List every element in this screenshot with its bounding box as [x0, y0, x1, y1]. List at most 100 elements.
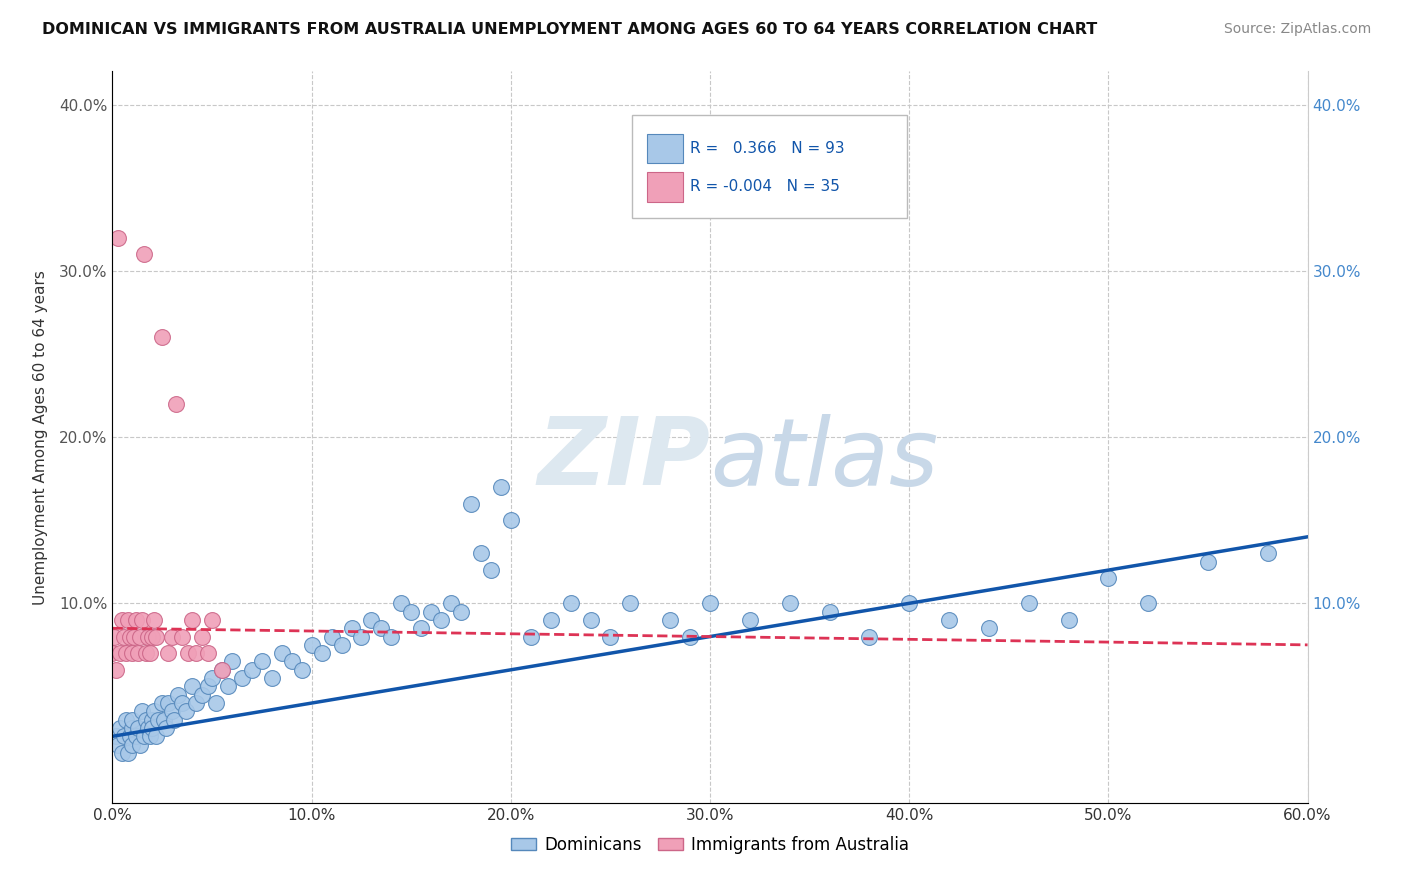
Point [138, 630, 160, 644]
Point [157, 646, 180, 660]
Point [131, 613, 153, 627]
Point [858, 630, 880, 644]
Point [260, 671, 283, 685]
Point [172, 696, 194, 710]
Point [125, 613, 148, 627]
Point [211, 663, 233, 677]
Point [135, 713, 157, 727]
Point [129, 738, 152, 752]
Point [129, 630, 152, 644]
Point [127, 646, 149, 660]
Point [370, 621, 392, 635]
Point [818, 605, 841, 619]
Point [145, 630, 167, 644]
Point [110, 646, 132, 660]
Point [131, 705, 153, 719]
Point [167, 688, 190, 702]
Point [679, 630, 702, 644]
Point [231, 671, 253, 685]
Point [155, 721, 177, 735]
Point [1018, 596, 1040, 610]
Point [1197, 555, 1219, 569]
Point [139, 729, 162, 743]
Text: R = -0.004   N = 35: R = -0.004 N = 35 [690, 179, 839, 194]
Text: Source: ZipAtlas.com: Source: ZipAtlas.com [1223, 22, 1371, 37]
Text: atlas: atlas [710, 414, 938, 505]
Point [138, 721, 160, 735]
Point [779, 596, 801, 610]
Point [181, 613, 204, 627]
Point [411, 621, 433, 635]
Point [134, 729, 156, 743]
Point [177, 646, 200, 660]
Point [217, 680, 239, 694]
Point [301, 638, 323, 652]
Point [105, 729, 128, 743]
Point [599, 630, 621, 644]
Point [107, 230, 129, 244]
Point [143, 705, 166, 719]
Legend: Dominicans, Immigrants from Australia: Dominicans, Immigrants from Australia [503, 829, 917, 860]
Point [619, 596, 641, 610]
Point [143, 613, 166, 627]
Point [360, 613, 382, 627]
Point [330, 638, 353, 652]
Point [579, 613, 602, 627]
Point [197, 680, 219, 694]
Point [699, 596, 721, 610]
Point [340, 621, 363, 635]
Point [174, 705, 197, 719]
Point [115, 646, 138, 660]
Point [430, 613, 453, 627]
Point [114, 630, 135, 644]
Point [150, 696, 173, 710]
Point [148, 713, 170, 727]
Point [121, 738, 143, 752]
Point [115, 713, 138, 727]
Point [110, 721, 132, 735]
Point [101, 646, 124, 660]
Point [450, 605, 472, 619]
Point [121, 721, 143, 735]
Point [938, 613, 960, 627]
Point [460, 497, 482, 511]
Point [470, 546, 492, 560]
Point [201, 671, 224, 685]
Point [172, 630, 194, 644]
Point [350, 630, 373, 644]
Point [250, 655, 273, 669]
Point [560, 596, 582, 610]
Point [211, 663, 233, 677]
Point [157, 696, 180, 710]
Point [120, 630, 142, 644]
Point [111, 746, 134, 760]
Point [520, 630, 543, 644]
Point [205, 696, 228, 710]
Point [165, 397, 187, 411]
Point [898, 596, 921, 610]
Point [186, 696, 208, 710]
Point [270, 646, 292, 660]
Point [121, 646, 143, 660]
Point [499, 513, 522, 527]
Point [191, 688, 214, 702]
Point [1137, 596, 1160, 610]
Point [479, 563, 502, 577]
Point [240, 663, 263, 677]
Text: R =   0.366   N = 93: R = 0.366 N = 93 [690, 141, 845, 156]
Point [162, 630, 183, 644]
Point [311, 646, 333, 660]
FancyBboxPatch shape [633, 115, 907, 218]
Point [141, 630, 163, 644]
Point [977, 621, 1000, 635]
Text: DOMINICAN VS IMMIGRANTS FROM AUSTRALIA UNEMPLOYMENT AMONG AGES 60 TO 64 YEARS CO: DOMINICAN VS IMMIGRANTS FROM AUSTRALIA U… [42, 22, 1098, 37]
Point [111, 613, 134, 627]
Point [201, 613, 224, 627]
Point [125, 729, 148, 743]
Point [186, 646, 208, 660]
Point [117, 746, 139, 760]
Point [1057, 613, 1080, 627]
Y-axis label: Unemployment Among Ages 60 to 64 years: Unemployment Among Ages 60 to 64 years [32, 269, 48, 605]
Point [139, 646, 162, 660]
Point [103, 630, 125, 644]
